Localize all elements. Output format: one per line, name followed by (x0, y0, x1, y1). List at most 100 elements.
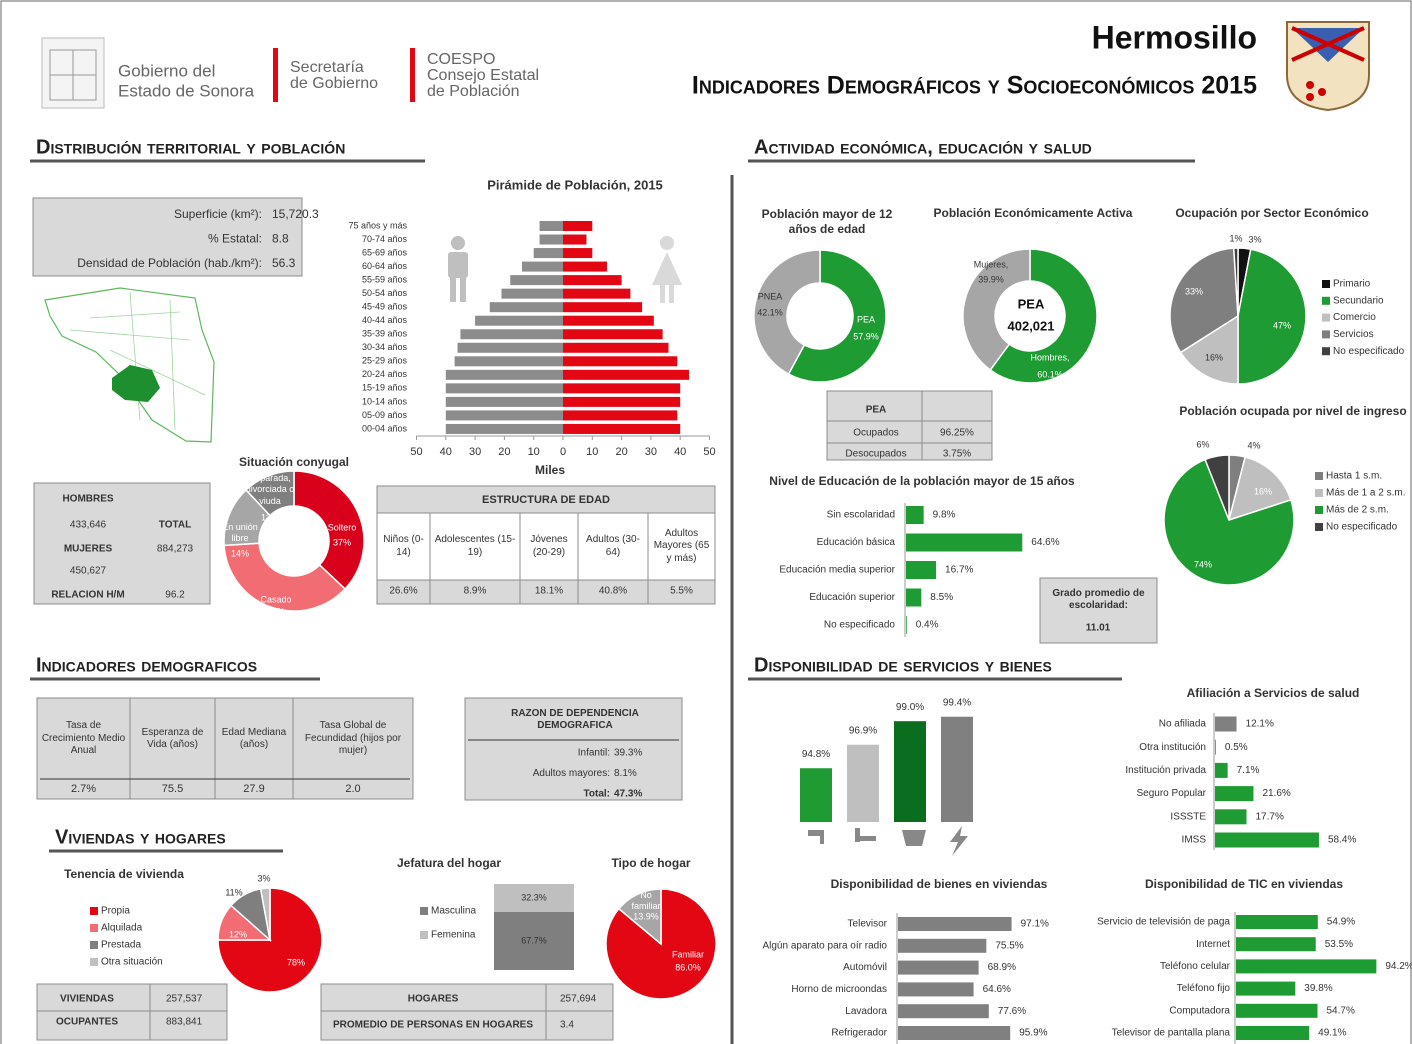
value-label: 16% (1205, 352, 1223, 362)
value-label: 57.9% (853, 331, 879, 341)
label: 2.7% (71, 783, 96, 795)
bar (800, 768, 832, 822)
pie-slice (1179, 314, 1239, 385)
value-label: 39.9% (978, 274, 1004, 284)
bar (510, 275, 563, 286)
text-box: Jóvenes (20-29) (530, 534, 567, 558)
label: MUJERES (64, 544, 113, 555)
wrapped-label: Tasa de Crecimiento Medio Anual (41, 720, 126, 757)
box (826, 390, 993, 461)
text-box: RAZON DE DEPENDENCIA DEMOGRAFICA (511, 708, 639, 732)
value-label: 86.0% (675, 962, 701, 972)
label: 96.2 (165, 590, 185, 601)
value-label: 33% (1185, 286, 1203, 296)
value-label: 54.7% (1327, 1005, 1355, 1016)
label: 3.4 (560, 1020, 574, 1031)
value-label: 54.9% (1327, 917, 1355, 928)
bar (563, 423, 681, 434)
subtitle: Indicadores Demográficos y Socioeconómic… (692, 72, 1257, 100)
bar (906, 561, 937, 579)
section-title: Disponibilidad de servicios y bienes (754, 654, 1052, 676)
label: PEA (866, 405, 887, 416)
category-label: Educación media superior (779, 565, 895, 576)
bar (445, 369, 563, 380)
pie-slice (223, 542, 347, 612)
header-band (376, 485, 716, 514)
category-label: Refrigerador (831, 1028, 887, 1039)
category-label: Automóvil (843, 962, 887, 973)
legend-swatch (90, 924, 98, 932)
male-icon (448, 236, 468, 302)
label: RELACION H/M (51, 590, 124, 601)
legend-label: Femenina (431, 930, 476, 941)
pie-slice (217, 887, 323, 993)
bar (563, 288, 631, 299)
coat-of-arms-part (1318, 88, 1326, 96)
bar (460, 329, 563, 340)
stacked-bar (494, 911, 574, 970)
x-tick-label: 20 (498, 446, 510, 458)
x-tick-label: 10 (586, 446, 598, 458)
bar (445, 396, 563, 407)
label: HOMBRES (62, 494, 113, 505)
label: 26.6% (389, 586, 417, 597)
logo-text: Secretaría (290, 59, 364, 76)
value-label: 12% (229, 929, 247, 939)
label: 5.5% (670, 586, 693, 597)
x-tick-label: 30 (645, 446, 657, 458)
label: 8.1% (614, 768, 637, 779)
legend-label: Propia (101, 906, 130, 917)
value-label: 8.5% (930, 592, 953, 603)
category-label: Horno de microondas (791, 984, 887, 995)
category-label: 30-34 años (362, 342, 408, 352)
label: 11.01 (1086, 623, 1111, 634)
label: 450,627 (70, 566, 107, 577)
legend-label: Hasta 1 s.m. (1326, 471, 1382, 482)
map-lines (69, 291, 206, 431)
section-title: Actividad económica, educación y salud (754, 136, 1092, 158)
wrapped-label: Adultos (30-64) (586, 534, 640, 558)
bar (1236, 959, 1377, 974)
value-label: 64.6% (983, 984, 1011, 995)
category-label: PEA (857, 314, 875, 324)
category-label: Computadora (1169, 1005, 1230, 1016)
bar (906, 588, 922, 607)
coat-of-arms-part (1291, 26, 1365, 62)
box (36, 983, 228, 1041)
label: OCUPANTES (56, 1017, 118, 1028)
legend-swatch (90, 907, 98, 915)
category-label: Televisor de pantalla plana (1112, 1028, 1231, 1039)
bar (563, 275, 622, 286)
red-bar (273, 48, 278, 102)
value-label: 39.8% (1304, 983, 1332, 994)
label: 15,720.3 (272, 207, 319, 221)
chart-title: Disponibilidad de bienes en viviendas (831, 877, 1048, 891)
pie-slice (1232, 247, 1239, 317)
bar (457, 342, 563, 353)
pie-slice (962, 248, 1031, 372)
bar (898, 982, 974, 997)
bar (1215, 786, 1254, 802)
wrapped-label: Población mayor de 12 años de edad (761, 207, 893, 236)
text-box: Tasa de Crecimiento Medio Anual (41, 720, 126, 757)
chart-title: Población ocupada por nivel de ingreso (1179, 404, 1406, 418)
value-label: 21.6% (1262, 788, 1290, 799)
wrapped-label: Tasa Global de Fecundidad (hijos por muj… (304, 720, 402, 757)
bar (563, 261, 607, 272)
bar (454, 356, 563, 367)
label: PROMEDIO DE PERSONAS EN HOGARES (333, 1020, 533, 1031)
value-label: 14% (231, 548, 249, 558)
value-label: 9.8% (933, 510, 956, 521)
label: VIVIENDAS (60, 994, 114, 1005)
wrapped-label: Separada, divorciada o viuda (245, 473, 295, 506)
pie-slice (1237, 248, 1307, 385)
bar (501, 288, 563, 299)
legend-swatch (90, 941, 98, 949)
bar (906, 506, 924, 524)
bar (898, 960, 979, 975)
label: 75.5 (162, 783, 183, 795)
category-label: PNEA (758, 291, 783, 301)
legend-label: Primario (1333, 279, 1371, 290)
category-label: 75 años y más (348, 220, 407, 230)
text-box: No familiar (631, 890, 660, 911)
